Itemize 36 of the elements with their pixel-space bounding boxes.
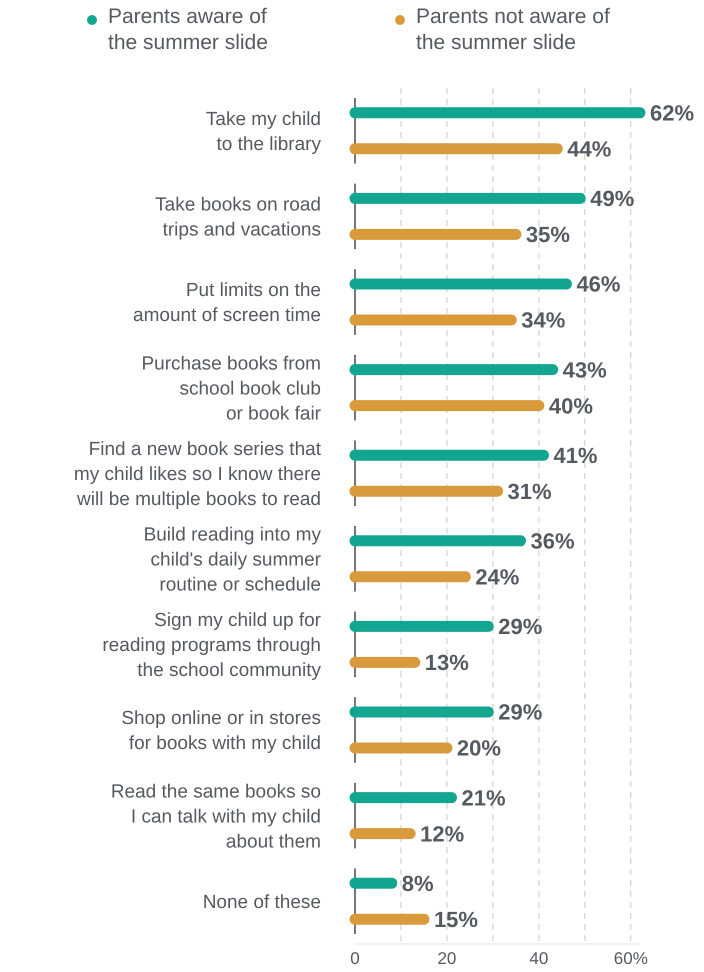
- data-label: 46%: [576, 272, 620, 297]
- x-tick-label: 0: [350, 949, 360, 968]
- legend-label: Parents not aware of the summer slide: [416, 5, 610, 54]
- y-tick-label: Find a new book series that my child likes so I know there will be multiple books to read: [74, 438, 322, 510]
- x-tick-label: 40: [529, 949, 548, 968]
- data-label: 29%: [498, 614, 542, 640]
- y-tick-label: Take books on road trips and vacations: [155, 194, 321, 241]
- y-tick-label: Purchase books from school book club or book fair: [141, 353, 322, 424]
- data-label: 62%: [650, 100, 694, 126]
- y-tick-label: Put limits on the amount of screen time: [133, 280, 321, 326]
- data-label: 34%: [521, 308, 566, 333]
- y-tick-label: Build reading into my child's daily summer routine or schedule: [144, 524, 322, 596]
- data-label: 8%: [402, 870, 434, 896]
- y-tick-label: None of these: [202, 892, 321, 913]
- y-tick-label: Read the same books so I can talk with my child about them: [110, 781, 321, 852]
- data-label: 44%: [567, 136, 612, 162]
- x-tick-label: 60%: [614, 949, 648, 968]
- y-tick-label: Take my child to the library: [206, 108, 322, 155]
- data-label: 24%: [475, 564, 520, 590]
- data-label: 40%: [548, 393, 593, 418]
- data-label: 20%: [456, 736, 501, 761]
- x-tick-label: 20: [437, 949, 456, 968]
- data-label: 35%: [526, 222, 570, 248]
- data-label: 29%: [498, 700, 542, 725]
- data-label: 41%: [553, 442, 598, 468]
- y-tick-label: Sign my child up for reading programs through the school community: [102, 610, 322, 682]
- data-label: 13%: [424, 650, 469, 676]
- data-label: 49%: [590, 186, 634, 212]
- data-label: 21%: [462, 785, 506, 810]
- legend-label: Parents aware of the summer slide: [108, 5, 268, 54]
- data-label: 31%: [508, 478, 552, 504]
- data-label: 12%: [420, 821, 464, 846]
- data-label: 36%: [530, 528, 575, 554]
- data-label: 15%: [434, 906, 478, 932]
- y-tick-label: Shop online or in stores for books with my child: [121, 708, 321, 754]
- data-label: 43%: [562, 357, 607, 382]
